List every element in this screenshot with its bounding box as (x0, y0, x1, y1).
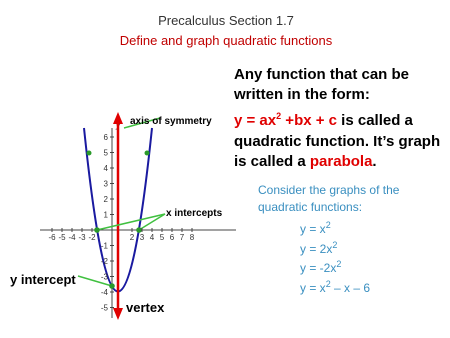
x-tick-label: 8 (190, 233, 195, 242)
y-tick-label: 3 (104, 180, 109, 189)
arrow-head (113, 112, 123, 124)
x-tick-label: -3 (78, 233, 86, 242)
pointer (96, 213, 166, 231)
y-tick-label: 1 (104, 211, 109, 220)
definition: y = ax2 +bx + c is called a quadratic fu… (234, 111, 448, 173)
x-intercept-dot (94, 227, 100, 233)
consider-text: Consider the graphs of the quadratic fun… (258, 183, 400, 214)
y-tick-label: -5 (101, 304, 109, 313)
intro-text: Any function that can be written in the … (234, 66, 410, 103)
annotation: axis of symmetry (130, 116, 212, 127)
pointer (123, 117, 161, 129)
formula-exponent: 2 (276, 111, 282, 121)
subtitle: Define and graph quadratic functions (119, 33, 333, 48)
pointer (138, 213, 166, 231)
equation-exponent: 2 (332, 239, 338, 250)
y-tick-label: 5 (104, 149, 109, 158)
equation-base: y = x (300, 222, 326, 236)
equation-base: y = 2x (300, 241, 333, 256)
x-tick-label: 6 (170, 233, 175, 242)
y-tick-label: -1 (101, 242, 109, 251)
formula-rest: +bx + c (281, 112, 338, 129)
equation-exponent: 2 (336, 259, 342, 269)
x-tick-label: -6 (48, 233, 56, 242)
pointer (77, 275, 113, 287)
title: Precalculus Section 1.7 (158, 13, 294, 28)
y-tick-label: 6 (104, 133, 109, 142)
equation: y = x2 – x – 6 (300, 278, 371, 295)
x-intercept-dot (136, 227, 142, 233)
term: parabola (309, 153, 373, 170)
annotation: x intercepts (166, 208, 223, 219)
point-dot (86, 150, 92, 156)
y-tick-label: 2 (104, 195, 109, 204)
equation-exponent: 2 (325, 278, 331, 289)
equation-exponent: 2 (325, 220, 331, 230)
equation: y = -2x2 (300, 259, 342, 276)
annotation: y intercept (10, 272, 76, 287)
definition-end: . (372, 153, 377, 170)
x-tick-label: -2 (88, 233, 96, 242)
equation-base: y = -2x (300, 261, 337, 275)
equation-base: y = x (300, 280, 326, 295)
formula-lead: y = ax (234, 112, 277, 129)
equation: y = 2x2 (300, 239, 338, 256)
y-tick-label: -2 (101, 257, 109, 266)
arrow-head (113, 308, 123, 320)
y-tick-label: -3 (101, 273, 109, 282)
y-intercept-dot (109, 283, 115, 289)
x-tick-label: 3 (140, 233, 145, 242)
x-tick-label: 5 (160, 233, 165, 242)
x-tick-label: 7 (180, 233, 185, 242)
annotation: vertex (126, 300, 165, 315)
x-tick-label: 4 (150, 233, 155, 242)
x-tick-label: -5 (58, 233, 66, 242)
x-tick-label: -4 (68, 233, 76, 242)
x-tick-label: 2 (130, 233, 135, 242)
definition-text: is called a quadratic function. It’s gra… (234, 112, 441, 170)
equation-rest: – x – 6 (330, 280, 371, 295)
equation: y = x2 (300, 220, 331, 237)
y-tick-label: 4 (104, 164, 109, 173)
formula: y = ax2 +bx + c (234, 111, 338, 130)
point-dot (144, 150, 150, 156)
y-tick-label: -4 (101, 288, 109, 297)
